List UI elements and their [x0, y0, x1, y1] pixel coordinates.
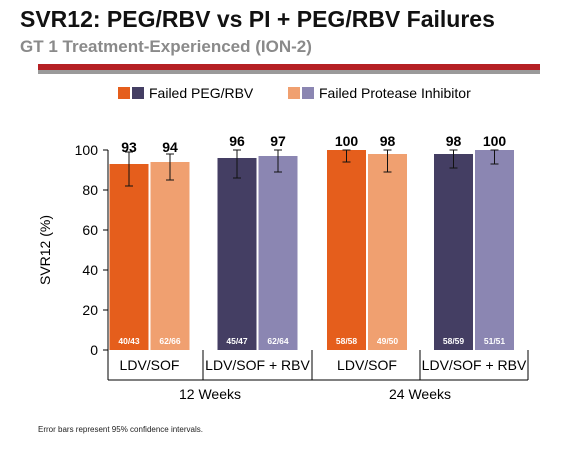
y-tick-label: 40: [82, 262, 98, 278]
bar-n-label: 58/59: [443, 336, 465, 346]
data-label: 100: [483, 133, 507, 149]
y-tick-label: 0: [90, 342, 98, 358]
bar-n-label: 45/47: [226, 336, 248, 346]
legend-swatch: [118, 87, 130, 99]
data-label: 98: [380, 133, 396, 149]
legend-swatch: [302, 87, 314, 99]
footnote: Error bars represent 95% confidence inte…: [38, 425, 203, 434]
duration-label: 12 Weeks: [179, 386, 241, 402]
x-category-label: LDV/SOF + RBV: [422, 357, 527, 373]
bar: [217, 158, 257, 350]
bar-n-label: 62/66: [159, 336, 181, 346]
x-category-label: LDV/SOF + RBV: [205, 357, 310, 373]
bar: [150, 162, 190, 350]
header-rule: [38, 64, 540, 70]
bar: [368, 154, 407, 350]
bar: [434, 154, 473, 350]
y-tick-label: 80: [82, 182, 98, 198]
data-label: 100: [335, 133, 359, 149]
data-label: 96: [229, 133, 245, 149]
legend-swatch: [132, 87, 144, 99]
legend-label: Failed PEG/RBV: [149, 85, 254, 101]
chart-subtitle: GT 1 Treatment-Experienced (ION-2): [20, 37, 312, 56]
bar: [327, 150, 366, 350]
bar: [258, 156, 298, 350]
data-label: 93: [121, 139, 137, 155]
data-label: 94: [162, 139, 178, 155]
y-axis-label: SVR12 (%): [37, 215, 53, 285]
legend-label: Failed Protease Inhibitor: [319, 85, 471, 101]
legend-swatch: [288, 87, 300, 99]
y-tick-label: 20: [82, 302, 98, 318]
x-category-label: LDV/SOF: [120, 357, 180, 373]
y-tick-label: 60: [82, 222, 98, 238]
header-rule-secondary: [38, 70, 540, 74]
y-tick-label: 100: [75, 142, 99, 158]
x-category-label: LDV/SOF: [337, 357, 397, 373]
data-label: 98: [446, 133, 462, 149]
data-label: 97: [270, 133, 286, 149]
duration-label: 24 Weeks: [389, 386, 451, 402]
bar: [475, 150, 514, 350]
bar: [109, 164, 149, 350]
bar-n-label: 49/50: [377, 336, 399, 346]
bar-n-label: 58/58: [336, 336, 358, 346]
bar-n-label: 40/43: [118, 336, 140, 346]
bar-n-label: 51/51: [484, 336, 506, 346]
chart-title: SVR12: PEG/RBV vs PI + PEG/RBV Failures: [20, 6, 495, 32]
bar-n-label: 62/64: [267, 336, 289, 346]
